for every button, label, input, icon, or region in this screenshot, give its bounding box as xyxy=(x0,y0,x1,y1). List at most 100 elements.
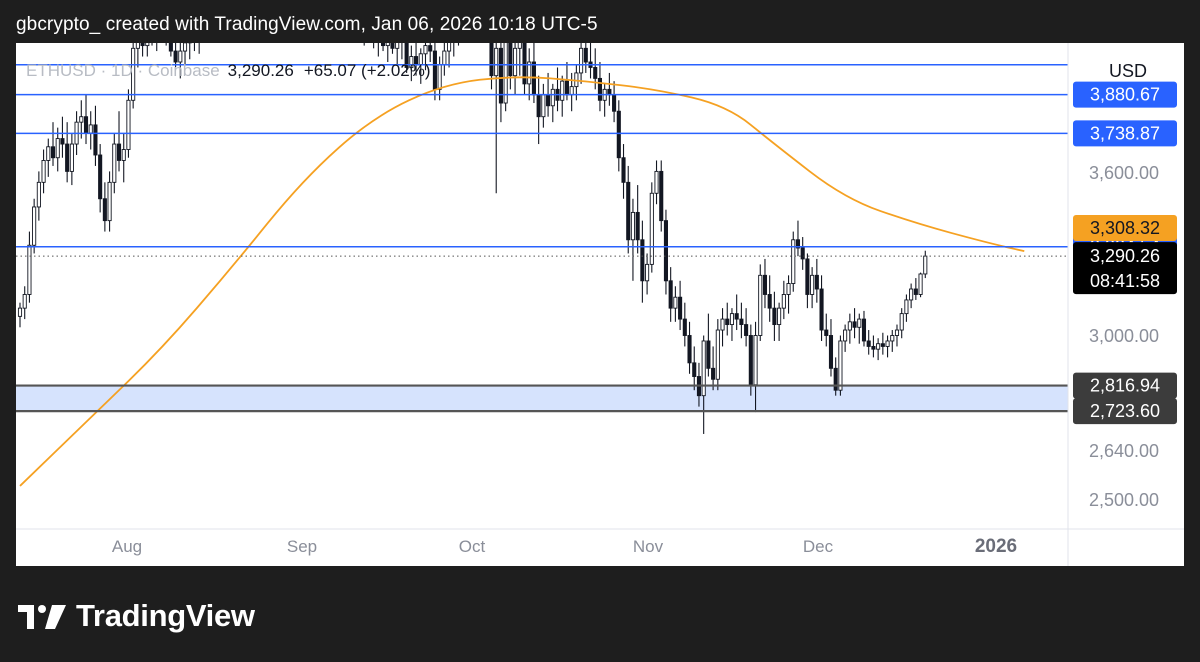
candle-up xyxy=(909,288,914,301)
candle-down xyxy=(772,307,777,326)
candle-up xyxy=(527,61,532,85)
candle-up xyxy=(715,329,720,380)
candle-up xyxy=(409,56,414,68)
axes-layer: USD 3,600.00 3,000.00 2,640.00 2,500.00 3,880… xyxy=(16,43,1184,566)
candle-down xyxy=(640,239,645,282)
candle-down xyxy=(814,274,819,290)
moving-average-layer xyxy=(19,76,1025,487)
candle-up xyxy=(890,335,895,342)
candle-down xyxy=(828,335,834,369)
candle-down xyxy=(866,340,871,347)
symbol-legend: ETHUSD · 1D · Coinbase 3,290.26 +65.07 (+2… xyxy=(26,61,431,81)
candle-down xyxy=(706,340,711,369)
candle-up xyxy=(569,86,574,96)
candle-down xyxy=(83,116,89,134)
last-price-tag-box xyxy=(1073,242,1177,295)
candle-down xyxy=(546,94,551,107)
tradingview-wordmark: TradingView xyxy=(76,598,255,633)
candle-up xyxy=(79,116,84,123)
candle-down xyxy=(725,318,730,326)
candle-up xyxy=(729,313,735,326)
candle-down xyxy=(621,157,626,183)
candle-up xyxy=(36,181,41,208)
candle-down xyxy=(65,143,70,172)
chart-header: gbcrypto_ created with TradingView.com, … xyxy=(16,14,598,35)
candle-up xyxy=(777,307,782,326)
candle-down xyxy=(663,220,669,282)
candle-up xyxy=(121,149,126,161)
candle-down xyxy=(871,345,876,350)
candle-down xyxy=(597,77,602,101)
candle-down xyxy=(692,362,697,377)
candle-down xyxy=(805,258,810,295)
candle-up xyxy=(630,211,635,241)
level-price-tag: 2,816.94 xyxy=(1090,376,1160,396)
candle-down xyxy=(60,138,65,145)
candle-up xyxy=(46,146,51,161)
candle-up xyxy=(395,43,400,49)
candle-up xyxy=(649,192,654,265)
candle-down xyxy=(678,296,683,320)
price-tick-label: 2,500.00 xyxy=(1089,490,1159,510)
candle-down xyxy=(711,367,716,380)
candle-up xyxy=(876,343,881,350)
candle-down xyxy=(659,170,664,222)
candle-down xyxy=(381,43,386,47)
candle-up xyxy=(758,274,763,336)
currency-label: USD xyxy=(1109,61,1147,81)
level-price-tag: 3,738.87 xyxy=(1090,123,1160,143)
candle-down xyxy=(616,110,621,159)
candle-down xyxy=(404,43,409,68)
candle-down xyxy=(744,324,749,336)
candle-up xyxy=(41,160,46,183)
candle-down xyxy=(861,318,867,342)
candle-down xyxy=(173,50,178,63)
candle-down xyxy=(612,94,617,112)
level-price-tag-box xyxy=(1073,120,1177,147)
moving-average-line xyxy=(19,76,1025,487)
candle-down xyxy=(50,146,56,159)
candle-down xyxy=(116,143,122,161)
candle-up xyxy=(145,43,150,47)
candle-down xyxy=(635,211,640,241)
candle-down xyxy=(767,294,772,309)
zone-layer xyxy=(16,385,1068,412)
candle-up xyxy=(385,43,390,47)
candle-down xyxy=(428,45,433,52)
candle-up xyxy=(673,296,678,309)
candle-up xyxy=(885,340,890,347)
candle-down xyxy=(508,43,513,77)
time-axis-label: 2026 xyxy=(975,536,1017,557)
candle-up xyxy=(560,80,565,101)
candle-down xyxy=(390,43,395,49)
chart-panel[interactable]: USD 3,600.00 3,000.00 2,640.00 2,500.00 3,880… xyxy=(16,43,1184,566)
legend-price: 3,290.26 xyxy=(227,61,294,80)
price-chart[interactable]: USD 3,600.00 3,000.00 2,640.00 2,500.00 3,880… xyxy=(16,43,1184,566)
candle-down xyxy=(913,288,918,295)
level-price-tag: 2,723.60 xyxy=(1090,401,1160,421)
candle-up xyxy=(112,143,117,183)
candle-up xyxy=(786,283,791,295)
candle-up xyxy=(923,255,928,275)
candle-down xyxy=(824,329,829,336)
candle-down xyxy=(833,367,838,391)
candle-up xyxy=(55,138,60,159)
candle-down xyxy=(432,50,437,90)
candle-up xyxy=(847,321,852,331)
legend-change: +65.07 (+2.02%) xyxy=(303,61,431,80)
levels-layer xyxy=(16,63,1068,413)
candle-up xyxy=(894,329,900,336)
time-axis-label: Aug xyxy=(112,537,142,556)
candle-up xyxy=(126,99,131,150)
candle-down xyxy=(593,67,598,79)
candle-down xyxy=(748,335,753,386)
candle-up xyxy=(178,50,183,63)
candle-up xyxy=(32,206,37,246)
time-axis-label: Sep xyxy=(287,537,317,556)
candle-down xyxy=(739,318,744,326)
candle-up xyxy=(27,244,32,295)
tradingview-logo-icon xyxy=(18,605,66,629)
level-price-tag-box xyxy=(1073,372,1177,399)
candle-down xyxy=(93,124,98,156)
candle-up xyxy=(17,307,23,317)
